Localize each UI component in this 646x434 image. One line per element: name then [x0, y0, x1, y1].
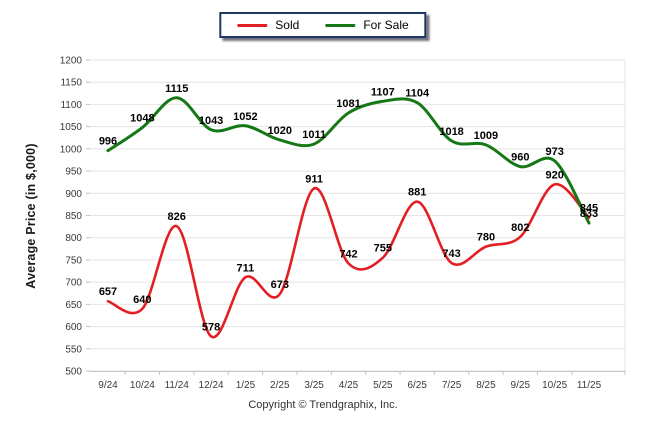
- data-label-for-sale: 1107: [371, 86, 395, 98]
- y-tick-label: 1150: [60, 78, 82, 89]
- legend-label-for-sale: For Sale: [363, 18, 409, 32]
- legend-item-for-sale: For Sale: [325, 18, 409, 32]
- y-tick-label: 750: [65, 255, 82, 266]
- chart-legend: Sold For Sale: [219, 12, 427, 38]
- data-label-for-sale: 1115: [165, 83, 188, 95]
- data-label-sold: 826: [168, 211, 186, 223]
- data-label-for-sale: 1104: [405, 88, 430, 100]
- data-label-for-sale: 1043: [199, 115, 223, 127]
- legend-label-sold: Sold: [275, 18, 300, 32]
- for-sale-line-swatch: [325, 23, 356, 27]
- x-tick-label: 3/25: [304, 380, 324, 391]
- x-tick-label: 10/25: [542, 380, 567, 391]
- data-label-sold: 742: [339, 248, 357, 260]
- y-tick-label: 850: [65, 211, 82, 222]
- data-label-for-sale: 1081: [336, 98, 360, 110]
- data-label-for-sale: 1011: [302, 129, 326, 141]
- data-label-sold: 802: [511, 222, 529, 234]
- x-tick-label: 9/25: [511, 380, 531, 391]
- x-tick-label: 2/25: [270, 380, 290, 391]
- x-tick-label: 6/25: [407, 380, 427, 391]
- data-label-sold: 578: [202, 321, 220, 333]
- data-label-sold: 640: [133, 294, 151, 306]
- data-label-for-sale: 1018: [439, 126, 463, 138]
- data-label-sold: 881: [408, 187, 426, 199]
- y-tick-label: 550: [65, 344, 82, 355]
- data-label-sold: 845: [580, 203, 598, 215]
- x-tick-label: 11/25: [577, 380, 602, 391]
- legend-item-sold: Sold: [237, 18, 299, 32]
- sold-line-swatch: [237, 23, 268, 27]
- data-label-sold: 920: [545, 169, 563, 181]
- x-tick-label: 1/25: [236, 380, 256, 391]
- data-label-for-sale: 996: [99, 136, 117, 148]
- y-tick-label: 800: [65, 233, 82, 244]
- y-tick-label: 900: [65, 189, 82, 200]
- y-tick-label: 950: [65, 167, 82, 178]
- data-label-sold: 780: [477, 232, 495, 244]
- data-label-for-sale: 1009: [474, 130, 498, 142]
- data-label-sold: 743: [442, 248, 460, 260]
- x-tick-label: 9/24: [98, 380, 118, 391]
- y-tick-label: 1200: [60, 56, 83, 67]
- copyright-text: Copyright © Trendgraphix, Inc.: [248, 399, 398, 411]
- data-label-sold: 673: [271, 279, 289, 291]
- y-tick-label: 700: [65, 278, 82, 289]
- x-tick-label: 5/25: [373, 380, 393, 391]
- x-tick-label: 11/24: [165, 380, 190, 391]
- data-label-for-sale: 1020: [268, 125, 292, 137]
- data-label-sold: 711: [237, 262, 255, 274]
- y-tick-label: 500: [65, 367, 82, 378]
- y-tick-label: 1100: [60, 100, 82, 111]
- data-label-sold: 657: [99, 286, 117, 298]
- data-label-sold: 755: [374, 243, 392, 255]
- y-tick-label: 650: [65, 300, 82, 311]
- x-tick-label: 4/25: [339, 380, 359, 391]
- series-line-sold: [106, 183, 591, 339]
- data-label-for-sale: 973: [545, 146, 563, 158]
- x-tick-label: 7/25: [442, 380, 462, 391]
- x-tick-label: 12/24: [199, 380, 224, 391]
- y-tick-label: 1050: [60, 122, 83, 133]
- series-line-for-sale: [106, 96, 591, 225]
- data-label-for-sale: 1052: [233, 111, 257, 123]
- y-tick-label: 1000: [60, 144, 83, 155]
- data-label-sold: 911: [305, 173, 323, 185]
- data-label-for-sale: 1048: [130, 113, 154, 125]
- x-tick-label: 10/24: [130, 380, 155, 391]
- data-label-for-sale: 960: [511, 152, 529, 164]
- data-label-for-sale: 833: [580, 208, 598, 220]
- y-tick-label: 600: [65, 322, 82, 333]
- x-tick-label: 8/25: [476, 380, 496, 391]
